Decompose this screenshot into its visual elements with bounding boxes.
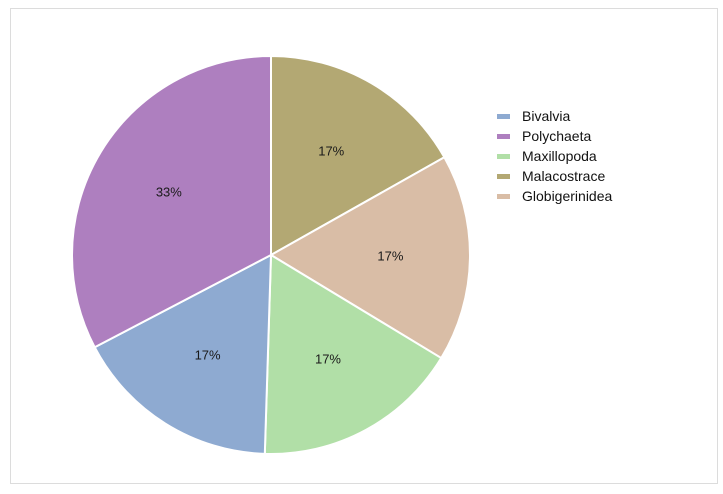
pie-slice-bivalvia	[93, 253, 273, 455]
slice-label-bivalvia: 17%	[195, 348, 221, 363]
pie-slice-globigerinidea	[269, 155, 471, 360]
slice-label-globigerinidea: 17%	[377, 248, 403, 263]
legend-item-maxillopoda: Maxillopoda	[497, 146, 612, 166]
legend-label: Maxillopoda	[522, 148, 597, 164]
legend-label: Globigerinidea	[522, 188, 613, 204]
legend-label: Bivalvia	[522, 108, 571, 124]
slice-label-malacostrace: 17%	[318, 143, 344, 158]
legend-item-malacostrace: Malacostrace	[497, 166, 612, 186]
legend-swatch	[497, 193, 510, 199]
legend-swatch	[497, 133, 510, 139]
legend-swatch	[497, 153, 510, 159]
legend-swatch	[497, 113, 510, 119]
pie-slice-malacostrace	[270, 54, 446, 257]
legend-swatch	[497, 173, 510, 179]
pie-slice-maxillopoda	[263, 253, 443, 455]
slice-label-maxillopoda: 17%	[315, 351, 341, 366]
slice-label-polychaeta: 33%	[156, 185, 182, 200]
legend-item-globigerinidea: Globigerinidea	[497, 186, 612, 206]
legend-label: Polychaeta	[522, 128, 592, 144]
pie-slice-polychaeta	[71, 54, 272, 349]
legend-item-bivalvia: Bivalvia	[497, 106, 612, 126]
legend-item-polychaeta: Polychaeta	[497, 126, 612, 146]
legend-label: Malacostrace	[522, 168, 606, 184]
chart-legend: Bivalvia Polychaeta Maxillopoda Malacostrac…	[497, 106, 612, 206]
